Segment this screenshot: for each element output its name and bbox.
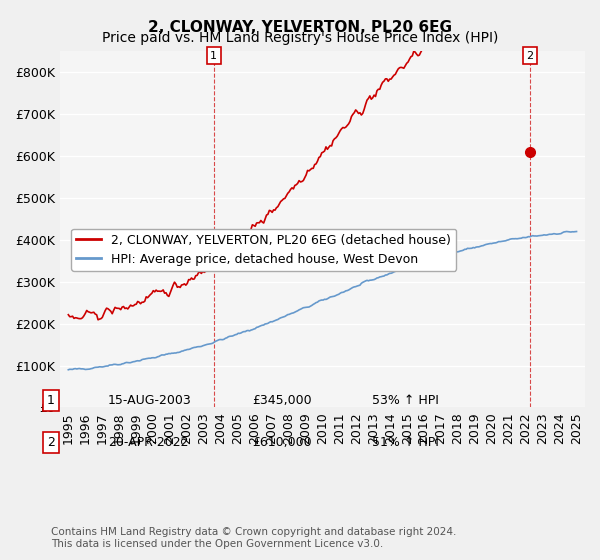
Text: Contains HM Land Registry data © Crown copyright and database right 2024.
This d: Contains HM Land Registry data © Crown c…	[51, 527, 457, 549]
Text: 2: 2	[526, 50, 533, 60]
Text: 20-APR-2022: 20-APR-2022	[108, 436, 188, 449]
Text: 2: 2	[47, 436, 55, 449]
Legend: 2, CLONWAY, YELVERTON, PL20 6EG (detached house), HPI: Average price, detached h: 2, CLONWAY, YELVERTON, PL20 6EG (detache…	[71, 228, 456, 271]
Text: Price paid vs. HM Land Registry's House Price Index (HPI): Price paid vs. HM Land Registry's House …	[102, 31, 498, 45]
Text: 15-AUG-2003: 15-AUG-2003	[108, 394, 192, 407]
Text: 53% ↑ HPI: 53% ↑ HPI	[372, 394, 439, 407]
Text: 51% ↑ HPI: 51% ↑ HPI	[372, 436, 439, 449]
Text: £610,000: £610,000	[252, 436, 311, 449]
Text: 1: 1	[210, 50, 217, 60]
Text: 1: 1	[47, 394, 55, 407]
Text: £345,000: £345,000	[252, 394, 311, 407]
Text: 2, CLONWAY, YELVERTON, PL20 6EG: 2, CLONWAY, YELVERTON, PL20 6EG	[148, 20, 452, 35]
